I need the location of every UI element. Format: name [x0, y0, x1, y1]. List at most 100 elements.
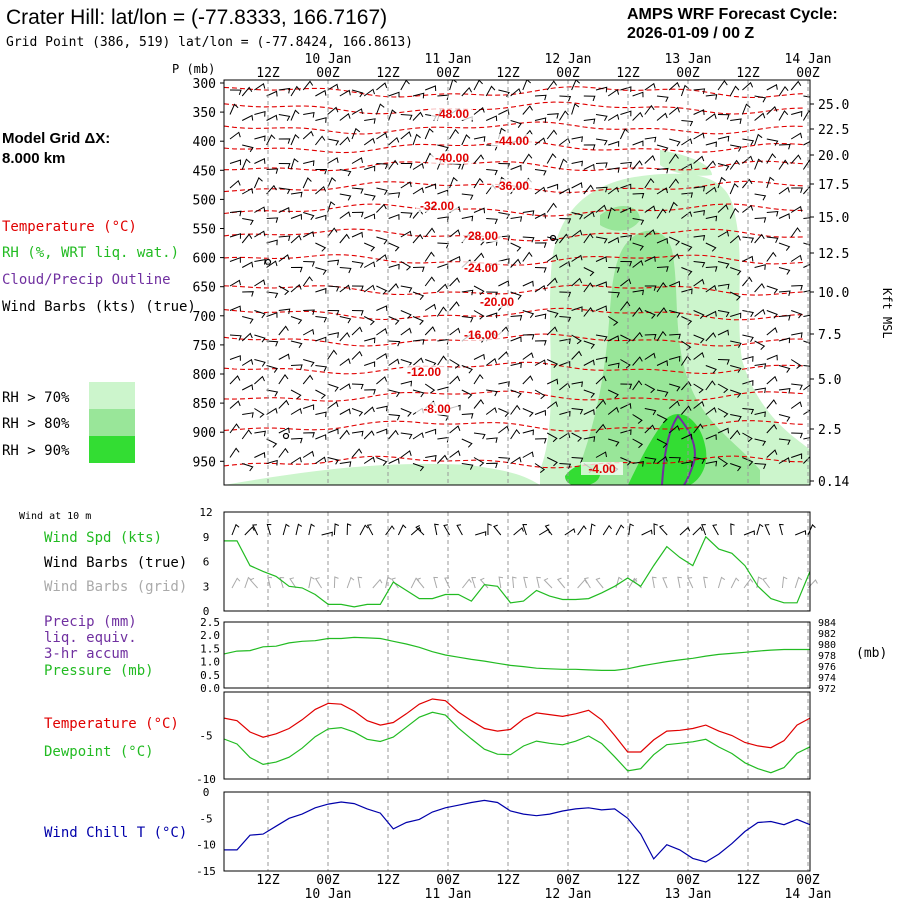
wind-barb — [290, 283, 302, 293]
wind-barb — [424, 383, 436, 394]
wind-barb — [754, 340, 766, 350]
wind10m-title: Wind at 10 m — [19, 511, 91, 522]
wind-barb — [351, 430, 364, 437]
wind-barb — [303, 212, 315, 221]
wind-barb — [742, 178, 753, 189]
wind-barb — [693, 400, 705, 409]
wind-barb — [620, 183, 632, 190]
wind-barb — [766, 251, 777, 262]
wind-barb — [730, 414, 742, 422]
model-grid-value: 8.000 km — [2, 150, 65, 167]
wind-barb-grid — [433, 576, 438, 589]
wind-barb — [254, 158, 266, 164]
wind-barb — [449, 80, 458, 91]
wind-barb — [583, 282, 594, 293]
wind-barb — [363, 261, 376, 268]
wind-barb — [681, 461, 693, 467]
wind-barb — [595, 375, 607, 385]
wind-barb — [754, 95, 767, 103]
wind-barb — [290, 213, 302, 220]
wind-barb — [778, 438, 791, 446]
wind-barb — [583, 267, 595, 277]
wind-barb — [717, 457, 729, 467]
wind-barb — [766, 176, 775, 189]
wind-barb-true — [743, 530, 755, 536]
wind-barb — [229, 210, 242, 217]
wind-barb — [376, 203, 387, 213]
wind-barb-true — [434, 523, 439, 536]
wind-barb — [778, 186, 790, 195]
wind-chill-panel: -15 -10 -5 0 — [196, 786, 811, 878]
wind-barb — [351, 326, 363, 336]
wind-barb — [522, 153, 533, 164]
wind-barb — [339, 461, 352, 467]
wind-barb — [510, 164, 522, 171]
wind-barb — [656, 187, 668, 195]
wind-barb — [266, 459, 278, 466]
wind-barb — [425, 85, 437, 92]
wind-barb — [583, 211, 595, 219]
wind-barb — [693, 88, 706, 94]
wind-barb — [241, 114, 254, 121]
wind-barb-true — [602, 524, 612, 536]
wind-barb — [339, 331, 351, 342]
wind-barb — [327, 83, 339, 91]
bottom-hour-label: 12Z — [496, 873, 520, 888]
wind-barb — [803, 242, 810, 246]
wind-barb — [632, 380, 643, 391]
wind-barb — [388, 159, 399, 170]
wind-barb — [766, 424, 778, 434]
wind-barb — [595, 451, 607, 458]
temperature-contour — [224, 203, 805, 217]
wind-barb — [717, 408, 729, 418]
wind-barb — [461, 413, 474, 419]
wind-barb — [754, 438, 767, 446]
wind-barb — [644, 457, 657, 464]
wind-barb — [668, 236, 681, 246]
wind-barb — [583, 184, 594, 195]
wind-barb — [522, 429, 534, 436]
xs-inner — [224, 80, 810, 485]
wind-barb — [607, 207, 616, 219]
wind-barb — [364, 361, 376, 367]
wind-barb — [620, 383, 633, 390]
wind-barb — [339, 408, 351, 415]
wind-barb — [242, 463, 254, 472]
wind-barb — [486, 115, 498, 122]
wind-barb — [327, 138, 340, 146]
wind-barb-true — [333, 523, 339, 536]
wind-barb — [388, 316, 400, 325]
wind-barb — [315, 117, 327, 123]
wind-barb-grid — [462, 578, 472, 589]
wind-barb — [632, 242, 644, 251]
wind-barb-true — [308, 523, 315, 536]
wind-barb — [754, 158, 763, 170]
wind-barb — [546, 254, 559, 262]
wind-barb-true — [756, 523, 764, 536]
wind-barb — [620, 429, 632, 435]
wind-barb — [754, 193, 767, 201]
wind-barb — [266, 114, 278, 121]
wind-barb — [290, 437, 303, 444]
wind-barb — [351, 408, 364, 417]
wind-barb — [364, 213, 376, 220]
wind-barb — [449, 301, 460, 311]
wind-barb — [302, 450, 315, 458]
wind-barb — [290, 389, 302, 399]
wind-barb — [327, 259, 340, 266]
wind-barb — [449, 128, 459, 140]
top-hour-label: 00Z — [796, 66, 820, 81]
wind-barb — [546, 432, 558, 443]
wind-barb — [339, 233, 350, 244]
wind-barb — [266, 389, 279, 397]
wind-barb — [705, 434, 717, 440]
wind-barb-grid — [333, 576, 339, 589]
wind-barb — [681, 120, 694, 127]
wind-barb — [278, 138, 291, 144]
wind-barb — [278, 207, 290, 213]
wind-barb — [644, 229, 656, 238]
wind-barb — [669, 355, 681, 362]
top-day-label: 10 Jan — [305, 52, 352, 67]
wind-barb — [376, 163, 389, 170]
wind-barb — [339, 169, 352, 177]
